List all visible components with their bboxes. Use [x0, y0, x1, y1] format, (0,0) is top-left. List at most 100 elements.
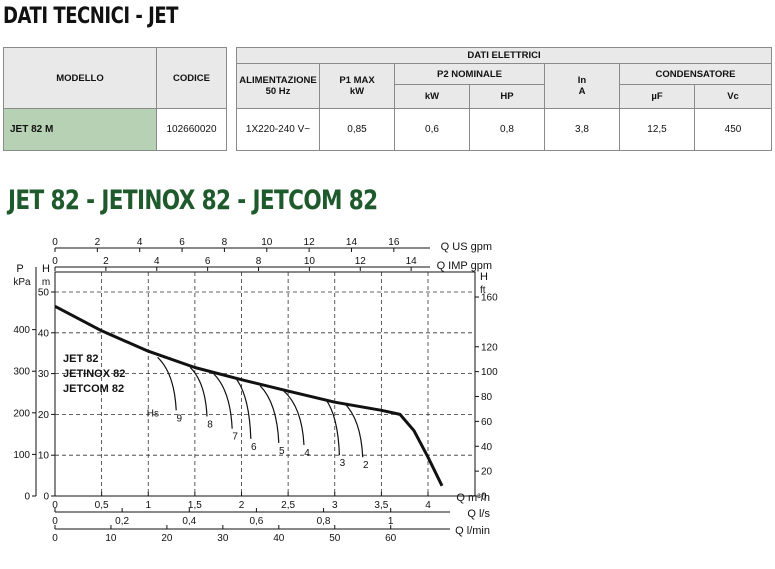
axis-imp-gpm-tick-label: 4: [154, 256, 160, 267]
axis-ls-tick-label: 0,6: [249, 516, 263, 527]
p1-value: 0,85: [319, 108, 395, 151]
cond-vc-header: Vc: [694, 84, 772, 109]
suction-curve-label: 9: [176, 413, 182, 424]
axis-lmin-tick-label: 10: [105, 533, 117, 544]
axis-ls-tick-label: 0,2: [115, 516, 129, 527]
series-label: JETINOX 82: [63, 368, 125, 380]
axis-imp-gpm-tick-label: 2: [103, 256, 109, 267]
tick-label-m: 20: [38, 410, 50, 421]
axis-m3h-tick-label: 0: [52, 500, 58, 511]
suction-curve-label: 7: [232, 432, 238, 443]
tick-label-m: 0: [43, 492, 49, 503]
series-label: JETCOM 82: [63, 383, 124, 395]
tick-label-ft: 120: [481, 342, 498, 353]
tick-label-m: 50: [38, 288, 50, 299]
tick-label-kpa: 300: [13, 367, 30, 378]
model-table: MODELLO CODICE JET 82 M 102660020: [3, 47, 227, 151]
code-header: CODICE: [156, 47, 227, 109]
axis-ls-tick-label: 0,8: [317, 516, 331, 527]
supply-value: 1X220-240 V~: [236, 108, 320, 151]
suction-curve-label: 6: [251, 442, 257, 453]
axis-lmin-tick-label: 50: [329, 533, 341, 544]
tick-label-ft: 0: [481, 492, 487, 503]
model-header: MODELLO: [3, 47, 157, 109]
suction-curve: [213, 373, 233, 429]
electrical-group-header: DATI ELETTRICI: [236, 47, 772, 64]
axis-imp-gpm-label: Q IMP gpm: [437, 260, 492, 272]
suction-curve: [283, 390, 305, 446]
condenser-header: CONDENSATORE: [619, 63, 772, 85]
p1-unit: kW: [349, 86, 365, 97]
axis-us-gpm-tick-label: 6: [179, 237, 185, 248]
tick-label-ft: 80: [481, 392, 493, 403]
axis-us-gpm-tick-label: 8: [222, 237, 228, 248]
in-value: 3,8: [544, 108, 620, 151]
supply-freq: 50 Hz: [265, 86, 291, 97]
series-label: JET 82: [63, 353, 98, 365]
suction-curve-label: 5: [279, 446, 285, 457]
tick-label-ft: 60: [481, 417, 493, 428]
axis-imp-gpm-tick-label: 6: [205, 256, 211, 267]
tick-label-m: 40: [38, 328, 50, 339]
code-value: 102660020: [156, 108, 227, 151]
p2-header: P2 NOMINALE: [394, 63, 545, 85]
tick-label-kpa: 0: [24, 492, 30, 503]
axis-imp-gpm-tick-label: 14: [406, 256, 418, 267]
chart-title: JET 82 - JETINOX 82 - JETCOM 82: [8, 185, 378, 216]
electrical-table: DATI ELETTRICI ALIMENTAZIONE 50 Hz P1 MA…: [236, 47, 772, 151]
axis-label-h-right: H: [480, 271, 488, 283]
axis-lmin-label: Q l/min: [455, 525, 490, 537]
tick-label-kpa: 200: [13, 408, 30, 419]
p2-hp-header: HP: [469, 84, 545, 109]
axis-label-ft: ft: [480, 285, 486, 296]
axis-ls-tick-label: 1: [388, 516, 394, 527]
axis-ls-tick-label: 0: [52, 516, 58, 527]
suction-curve-label: 8: [207, 419, 213, 430]
axis-imp-gpm-tick-label: 0: [52, 256, 58, 267]
axis-lmin-tick-label: 20: [161, 533, 173, 544]
axis-lmin-tick-label: 60: [385, 533, 397, 544]
cond-uf-header: µF: [619, 84, 695, 109]
suction-curve: [189, 367, 208, 417]
suction-curve: [259, 385, 280, 443]
axis-label-h-left: H: [42, 263, 50, 275]
p2-kw-header: kW: [394, 84, 470, 109]
axis-us-gpm-tick-label: 2: [95, 237, 101, 248]
suction-curve-label: 3: [340, 458, 346, 469]
tick-label-kpa: 400: [13, 325, 30, 336]
axis-lmin-tick-label: 30: [217, 533, 229, 544]
main-performance-curve: [54, 304, 444, 487]
axis-m3h-tick-label: 2,5: [281, 500, 295, 511]
in-header: In A: [544, 63, 620, 109]
suction-curve: [236, 379, 252, 439]
model-value: JET 82 M: [3, 108, 157, 151]
axis-us-gpm-tick-label: 12: [304, 237, 316, 248]
axis-m3h-tick-label: 0,5: [95, 500, 109, 511]
tick-label-m: 10: [38, 451, 50, 462]
p2-kw-value: 0,6: [394, 108, 470, 151]
axis-m3h-tick-label: 1,5: [188, 500, 202, 511]
axis-us-gpm-tick-label: 4: [137, 237, 143, 248]
axis-m3h-tick-label: 2: [239, 500, 245, 511]
suction-label: Hs: [147, 408, 159, 419]
axis-ls-label: Q l/s: [467, 508, 490, 520]
suction-curve: [343, 402, 364, 458]
in-label: In: [577, 75, 587, 86]
suction-curve-label: 2: [363, 460, 369, 471]
axis-lmin-tick-label: 40: [273, 533, 285, 544]
suction-curve: [324, 398, 341, 456]
axis-m3h-tick-label: 3: [332, 500, 338, 511]
supply-header: ALIMENTAZIONE 50 Hz: [236, 63, 320, 109]
cond-uf-value: 12,5: [619, 108, 695, 151]
p1-header: P1 MAX kW: [319, 63, 395, 109]
tick-label-ft: 160: [481, 293, 498, 304]
axis-m3h-label: Q m³/h: [456, 492, 490, 504]
tick-label-m: 30: [38, 369, 50, 380]
axis-us-gpm-label: Q US gpm: [441, 241, 492, 253]
axis-imp-gpm-tick-label: 10: [304, 256, 316, 267]
tick-label-ft: 20: [481, 467, 493, 478]
axis-m3h-tick-label: 1: [145, 500, 151, 511]
in-unit: A: [578, 86, 586, 97]
axis-m3h-tick-label: 4: [425, 500, 431, 511]
suction-curve: [157, 356, 177, 411]
